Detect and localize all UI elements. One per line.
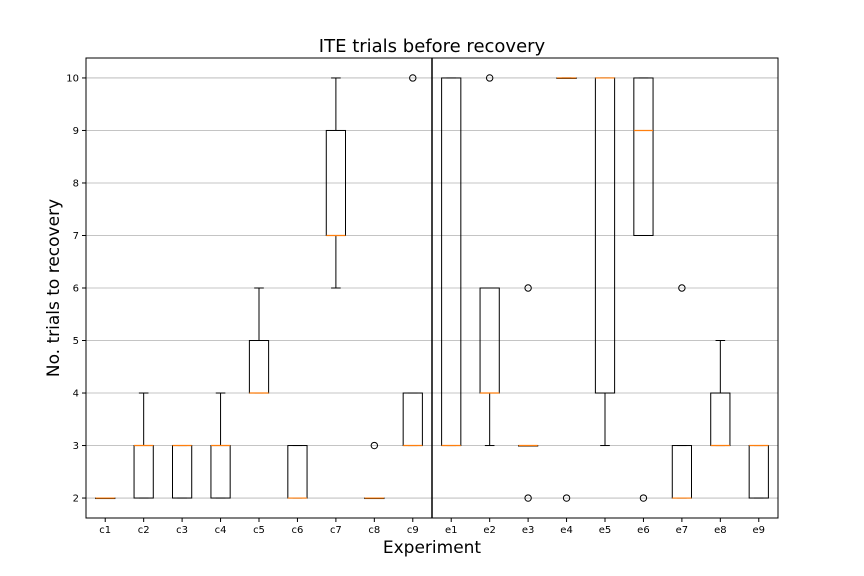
y-tick-label: 6 <box>73 284 79 295</box>
y-axis-label: No. trials to recovery <box>44 199 64 377</box>
x-tick-label: e3 <box>522 525 535 536</box>
x-tick-label: e4 <box>560 525 573 536</box>
outlier-point <box>678 284 686 292</box>
y-tick-label: 4 <box>73 389 79 400</box>
box-c7 <box>325 77 346 289</box>
box-c9 <box>402 74 423 447</box>
y-tick-label: 7 <box>73 231 79 242</box>
x-tick-label: e1 <box>445 525 458 536</box>
outlier-point <box>370 441 379 450</box>
box-c8 <box>364 441 385 500</box>
box-e5 <box>594 77 616 447</box>
box-body <box>633 77 654 236</box>
x-tick-label: e2 <box>483 525 496 536</box>
box-c6 <box>287 445 308 499</box>
x-axis-ticks: c1 c2 c3 c4 c5 c6 c7 c8 c9 e1 e2 e3 e4 e5 e6 e7 e8 e9 <box>99 518 765 536</box>
x-tick-label: e8 <box>714 525 727 536</box>
y-axis-ticks: 2 3 4 5 6 7 8 9 10 <box>66 73 86 505</box>
box-c5 <box>248 287 270 394</box>
x-tick-label: c3 <box>176 525 188 536</box>
outlier-point <box>524 284 532 292</box>
chart-title: ITE trials before recovery <box>319 36 546 57</box>
y-tick-label: 8 <box>73 178 79 189</box>
x-tick-label: c2 <box>138 525 150 536</box>
plot-area <box>95 58 769 518</box>
box-c1 <box>95 497 116 500</box>
y-tick-label: 3 <box>73 441 79 452</box>
x-tick-label: e9 <box>753 525 766 536</box>
box-e3 <box>518 284 539 502</box>
box-e6 <box>633 77 654 502</box>
x-tick-label: c9 <box>407 525 419 536</box>
box-c2 <box>133 392 154 499</box>
outlier-point <box>524 494 532 502</box>
outlier-point <box>639 494 648 502</box>
box-e9 <box>748 444 769 499</box>
box-c3 <box>172 444 193 499</box>
x-tick-label: c1 <box>99 525 111 536</box>
y-tick-label: 5 <box>73 336 79 347</box>
x-tick-label: c7 <box>330 525 342 536</box>
x-tick-label: e7 <box>676 525 689 536</box>
box-c4 <box>210 392 231 499</box>
y-tick-label: 10 <box>66 73 79 84</box>
outlier-point <box>409 74 417 82</box>
x-tick-label: c6 <box>292 525 304 536</box>
y-tick-label: 2 <box>73 494 79 505</box>
x-tick-label: c8 <box>368 525 380 536</box>
box-e7 <box>671 284 692 499</box>
x-tick-label: e6 <box>637 525 650 536</box>
x-axis-label: Experiment <box>383 538 482 558</box>
box-e1 <box>441 77 462 447</box>
outlier-point <box>562 494 571 502</box>
box-e2 <box>479 74 500 447</box>
x-tick-label: e5 <box>599 525 612 536</box>
x-tick-label: c4 <box>215 525 227 536</box>
outlier-point <box>485 74 494 82</box>
box-e8 <box>710 340 731 447</box>
x-tick-label: c5 <box>253 525 265 536</box>
y-tick-label: 9 <box>73 126 79 137</box>
box-e4 <box>556 77 577 502</box>
